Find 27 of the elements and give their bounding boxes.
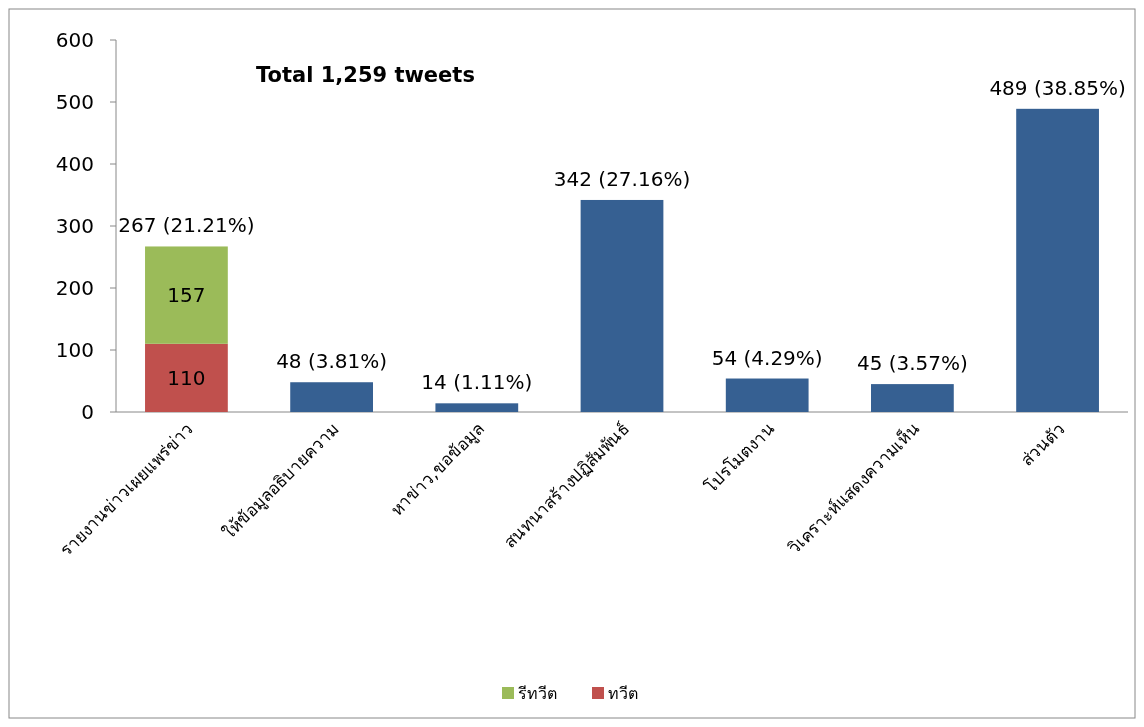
total-label: 54 (4.29%): [711, 345, 823, 370]
total-label: 45 (3.57%): [856, 351, 968, 376]
y-tick-label: 500: [55, 90, 94, 114]
bar: [580, 199, 664, 412]
bar: [1016, 108, 1099, 412]
y-tick-label: 200: [55, 276, 94, 300]
total-label: 48 (3.81%): [276, 349, 388, 374]
y-tick-label: 0: [81, 400, 94, 424]
total-label: 342 (27.16%): [553, 166, 691, 191]
bar: [290, 382, 373, 412]
bar: [725, 378, 809, 412]
bar: [145, 246, 228, 344]
total-label: 14 (1.11%): [421, 370, 533, 395]
data-label: 110: [167, 365, 206, 390]
total-label: 489 (38.85%): [989, 75, 1126, 100]
total-label: 267 (21.21%): [118, 213, 255, 238]
bar: [871, 384, 954, 412]
y-tick-label: 600: [55, 28, 94, 52]
bar: [435, 403, 519, 412]
y-tick-label: 100: [55, 338, 94, 362]
bar: [145, 343, 228, 412]
legend-label: ทวีต: [608, 684, 638, 703]
data-label: 157: [167, 283, 206, 308]
annotation: Total 1,259 tweets: [256, 63, 475, 87]
legend-label: รีทวีต: [518, 684, 557, 703]
y-tick-label: 300: [55, 214, 94, 238]
y-tick-label: 400: [55, 152, 94, 176]
